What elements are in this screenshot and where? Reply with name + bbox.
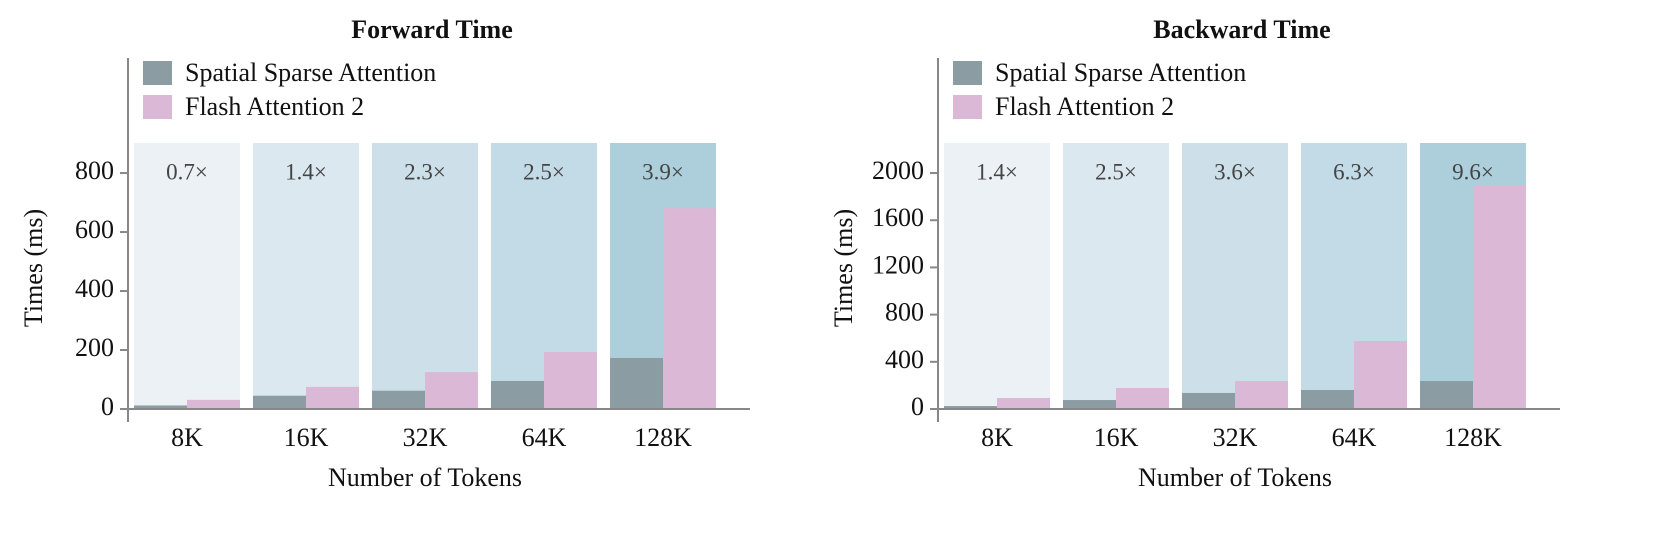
bar	[187, 399, 240, 409]
x-axis-label: Number of Tokens	[1138, 463, 1332, 492]
bar	[253, 395, 306, 409]
speedup-label: 1.4×	[285, 159, 327, 184]
y-tick-label: 400	[885, 345, 924, 374]
bar	[1063, 400, 1116, 409]
y-tick-label: 800	[885, 298, 924, 327]
bar	[1420, 381, 1473, 409]
legend-label: Spatial Sparse Attention	[995, 58, 1246, 87]
legend-label: Flash Attention 2	[185, 92, 364, 121]
x-tick-label: 8K	[981, 423, 1013, 452]
bar	[425, 372, 478, 409]
speedup-label: 3.9×	[642, 159, 684, 184]
y-tick-label: 0	[101, 392, 114, 421]
legend-swatch	[953, 61, 982, 85]
y-tick-label: 0	[911, 392, 924, 421]
bar	[544, 352, 597, 409]
bar	[134, 405, 187, 409]
x-tick-label: 128K	[1444, 423, 1502, 452]
x-tick-label: 16K	[1094, 423, 1139, 452]
y-axis-label: Times (ms)	[829, 209, 858, 327]
speedup-label: 9.6×	[1452, 159, 1494, 184]
speedup-panel	[1182, 143, 1288, 409]
x-tick-label: 64K	[522, 423, 567, 452]
x-tick-label: 8K	[171, 423, 203, 452]
chart-title: Forward Time	[351, 15, 513, 44]
x-tick-label: 32K	[403, 423, 448, 452]
legend-swatch	[953, 95, 982, 119]
speedup-label: 0.7×	[166, 159, 208, 184]
bar	[1473, 185, 1526, 409]
x-tick-label: 128K	[634, 423, 692, 452]
bar	[1354, 341, 1407, 409]
bar	[1301, 390, 1354, 409]
bar	[1116, 387, 1169, 409]
y-tick-label: 1200	[872, 250, 924, 279]
bar	[997, 398, 1050, 409]
speedup-label: 1.4×	[976, 159, 1018, 184]
y-tick-label: 1600	[872, 203, 924, 232]
bar	[372, 390, 425, 409]
speedup-label: 2.3×	[404, 159, 446, 184]
bar	[663, 208, 716, 409]
speedup-label: 3.6×	[1214, 159, 1256, 184]
legend-label: Spatial Sparse Attention	[185, 58, 436, 87]
y-tick-label: 2000	[872, 156, 924, 185]
x-tick-label: 64K	[1332, 423, 1377, 452]
speedup-label: 6.3×	[1333, 159, 1375, 184]
legend-swatch	[143, 61, 172, 85]
y-tick-label: 400	[75, 274, 114, 303]
legend-label: Flash Attention 2	[995, 92, 1174, 121]
bar	[944, 406, 997, 409]
y-tick-label: 200	[75, 333, 114, 362]
y-axis-label: Times (ms)	[19, 209, 48, 327]
bar	[1182, 392, 1235, 409]
x-tick-label: 16K	[284, 423, 329, 452]
x-tick-label: 32K	[1213, 423, 1258, 452]
speedup-panel	[944, 143, 1050, 409]
speedup-panel	[372, 143, 478, 409]
speedup-panel	[253, 143, 359, 409]
speedup-panel	[1063, 143, 1169, 409]
chart-title: Backward Time	[1153, 15, 1330, 44]
bar	[1235, 381, 1288, 409]
y-tick-label: 600	[75, 215, 114, 244]
bar	[491, 380, 544, 409]
y-tick-label: 800	[75, 156, 114, 185]
speedup-label: 2.5×	[1095, 159, 1137, 184]
bar	[610, 357, 663, 409]
speedup-panel	[134, 143, 240, 409]
speedup-label: 2.5×	[523, 159, 565, 184]
legend-swatch	[143, 95, 172, 119]
x-axis-label: Number of Tokens	[328, 463, 522, 492]
bar	[306, 386, 359, 409]
